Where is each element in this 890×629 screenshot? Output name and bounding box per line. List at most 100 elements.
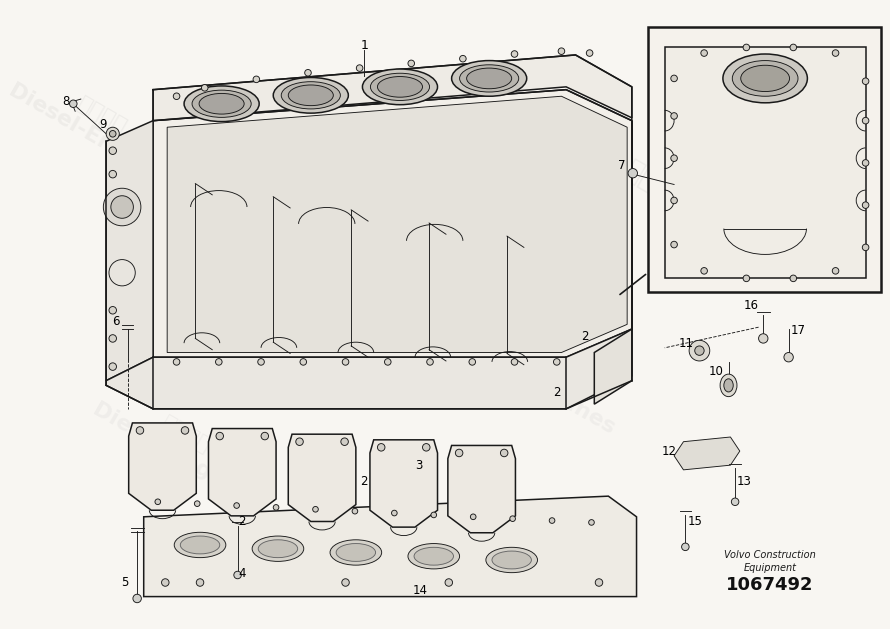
Circle shape [273,504,279,510]
Polygon shape [288,434,356,521]
Circle shape [426,359,433,365]
Circle shape [155,499,160,504]
Ellipse shape [466,68,512,89]
Polygon shape [674,437,740,470]
Circle shape [671,75,677,82]
Polygon shape [153,90,632,357]
Circle shape [758,334,768,343]
Circle shape [312,506,319,512]
Circle shape [423,443,430,451]
Polygon shape [595,121,632,404]
Circle shape [261,432,269,440]
Circle shape [671,113,677,120]
Circle shape [671,155,677,162]
Circle shape [197,579,204,586]
Ellipse shape [184,86,259,121]
Circle shape [588,520,595,525]
Ellipse shape [370,73,430,101]
Polygon shape [208,428,276,516]
Circle shape [862,78,869,84]
Text: 2: 2 [360,475,368,487]
Circle shape [431,512,437,518]
Ellipse shape [723,54,807,103]
Circle shape [341,438,348,445]
Text: 2: 2 [553,386,561,399]
Circle shape [862,244,869,251]
Circle shape [471,514,476,520]
Circle shape [558,48,565,55]
Circle shape [456,449,463,457]
Circle shape [295,438,303,445]
Circle shape [743,275,749,282]
Circle shape [732,498,739,506]
Ellipse shape [330,540,382,565]
Ellipse shape [181,536,220,554]
Ellipse shape [273,77,348,113]
Polygon shape [129,423,197,510]
Circle shape [862,160,869,166]
Polygon shape [370,440,438,527]
Circle shape [862,118,869,124]
Circle shape [700,267,708,274]
Ellipse shape [192,90,251,118]
Circle shape [511,359,518,365]
Circle shape [695,346,704,355]
Text: Volvo Construction
Equipment: Volvo Construction Equipment [724,550,816,574]
Ellipse shape [288,85,334,106]
Circle shape [554,359,560,365]
Text: 紧发动门: 紧发动门 [420,510,491,567]
Circle shape [174,359,180,365]
Text: 1: 1 [360,39,368,52]
Circle shape [784,352,793,362]
Ellipse shape [281,82,340,109]
Circle shape [549,518,554,523]
Circle shape [700,50,708,57]
Circle shape [511,51,518,57]
Circle shape [258,359,264,365]
Circle shape [469,359,475,365]
Circle shape [109,335,117,342]
Circle shape [671,197,677,204]
Text: 1067492: 1067492 [726,576,813,594]
Circle shape [689,340,709,361]
Circle shape [790,275,797,282]
Circle shape [109,306,117,314]
Circle shape [832,267,839,274]
Ellipse shape [732,60,798,96]
Text: 紧发动门: 紧发动门 [620,156,692,213]
Circle shape [832,50,839,57]
Circle shape [408,60,415,67]
Circle shape [445,579,452,586]
Ellipse shape [377,77,423,97]
Circle shape [216,432,223,440]
Ellipse shape [199,94,244,114]
Circle shape [109,363,117,370]
Text: 4: 4 [239,567,246,579]
Text: 紧发动门
Diesel-Engines: 紧发动门 Diesel-Engines [5,60,187,191]
Circle shape [356,65,363,71]
Circle shape [111,196,134,218]
Circle shape [253,76,260,82]
Polygon shape [153,55,632,121]
Ellipse shape [740,65,789,92]
Circle shape [103,188,141,226]
Text: 9: 9 [100,118,107,131]
Polygon shape [106,121,153,381]
Text: 14: 14 [413,584,428,596]
Polygon shape [167,96,627,352]
Circle shape [182,426,189,434]
Text: 16: 16 [743,299,758,312]
Text: 紧发动门
Diesel-Engines: 紧发动门 Diesel-Engines [214,191,396,320]
Circle shape [392,510,397,516]
Ellipse shape [362,69,438,104]
Circle shape [234,571,241,579]
Circle shape [790,44,797,51]
Circle shape [671,242,677,248]
Circle shape [300,359,306,365]
Ellipse shape [414,547,454,565]
Circle shape [109,130,116,137]
Circle shape [342,579,349,586]
Circle shape [174,93,180,99]
Ellipse shape [724,379,733,392]
Text: 11: 11 [679,337,694,350]
